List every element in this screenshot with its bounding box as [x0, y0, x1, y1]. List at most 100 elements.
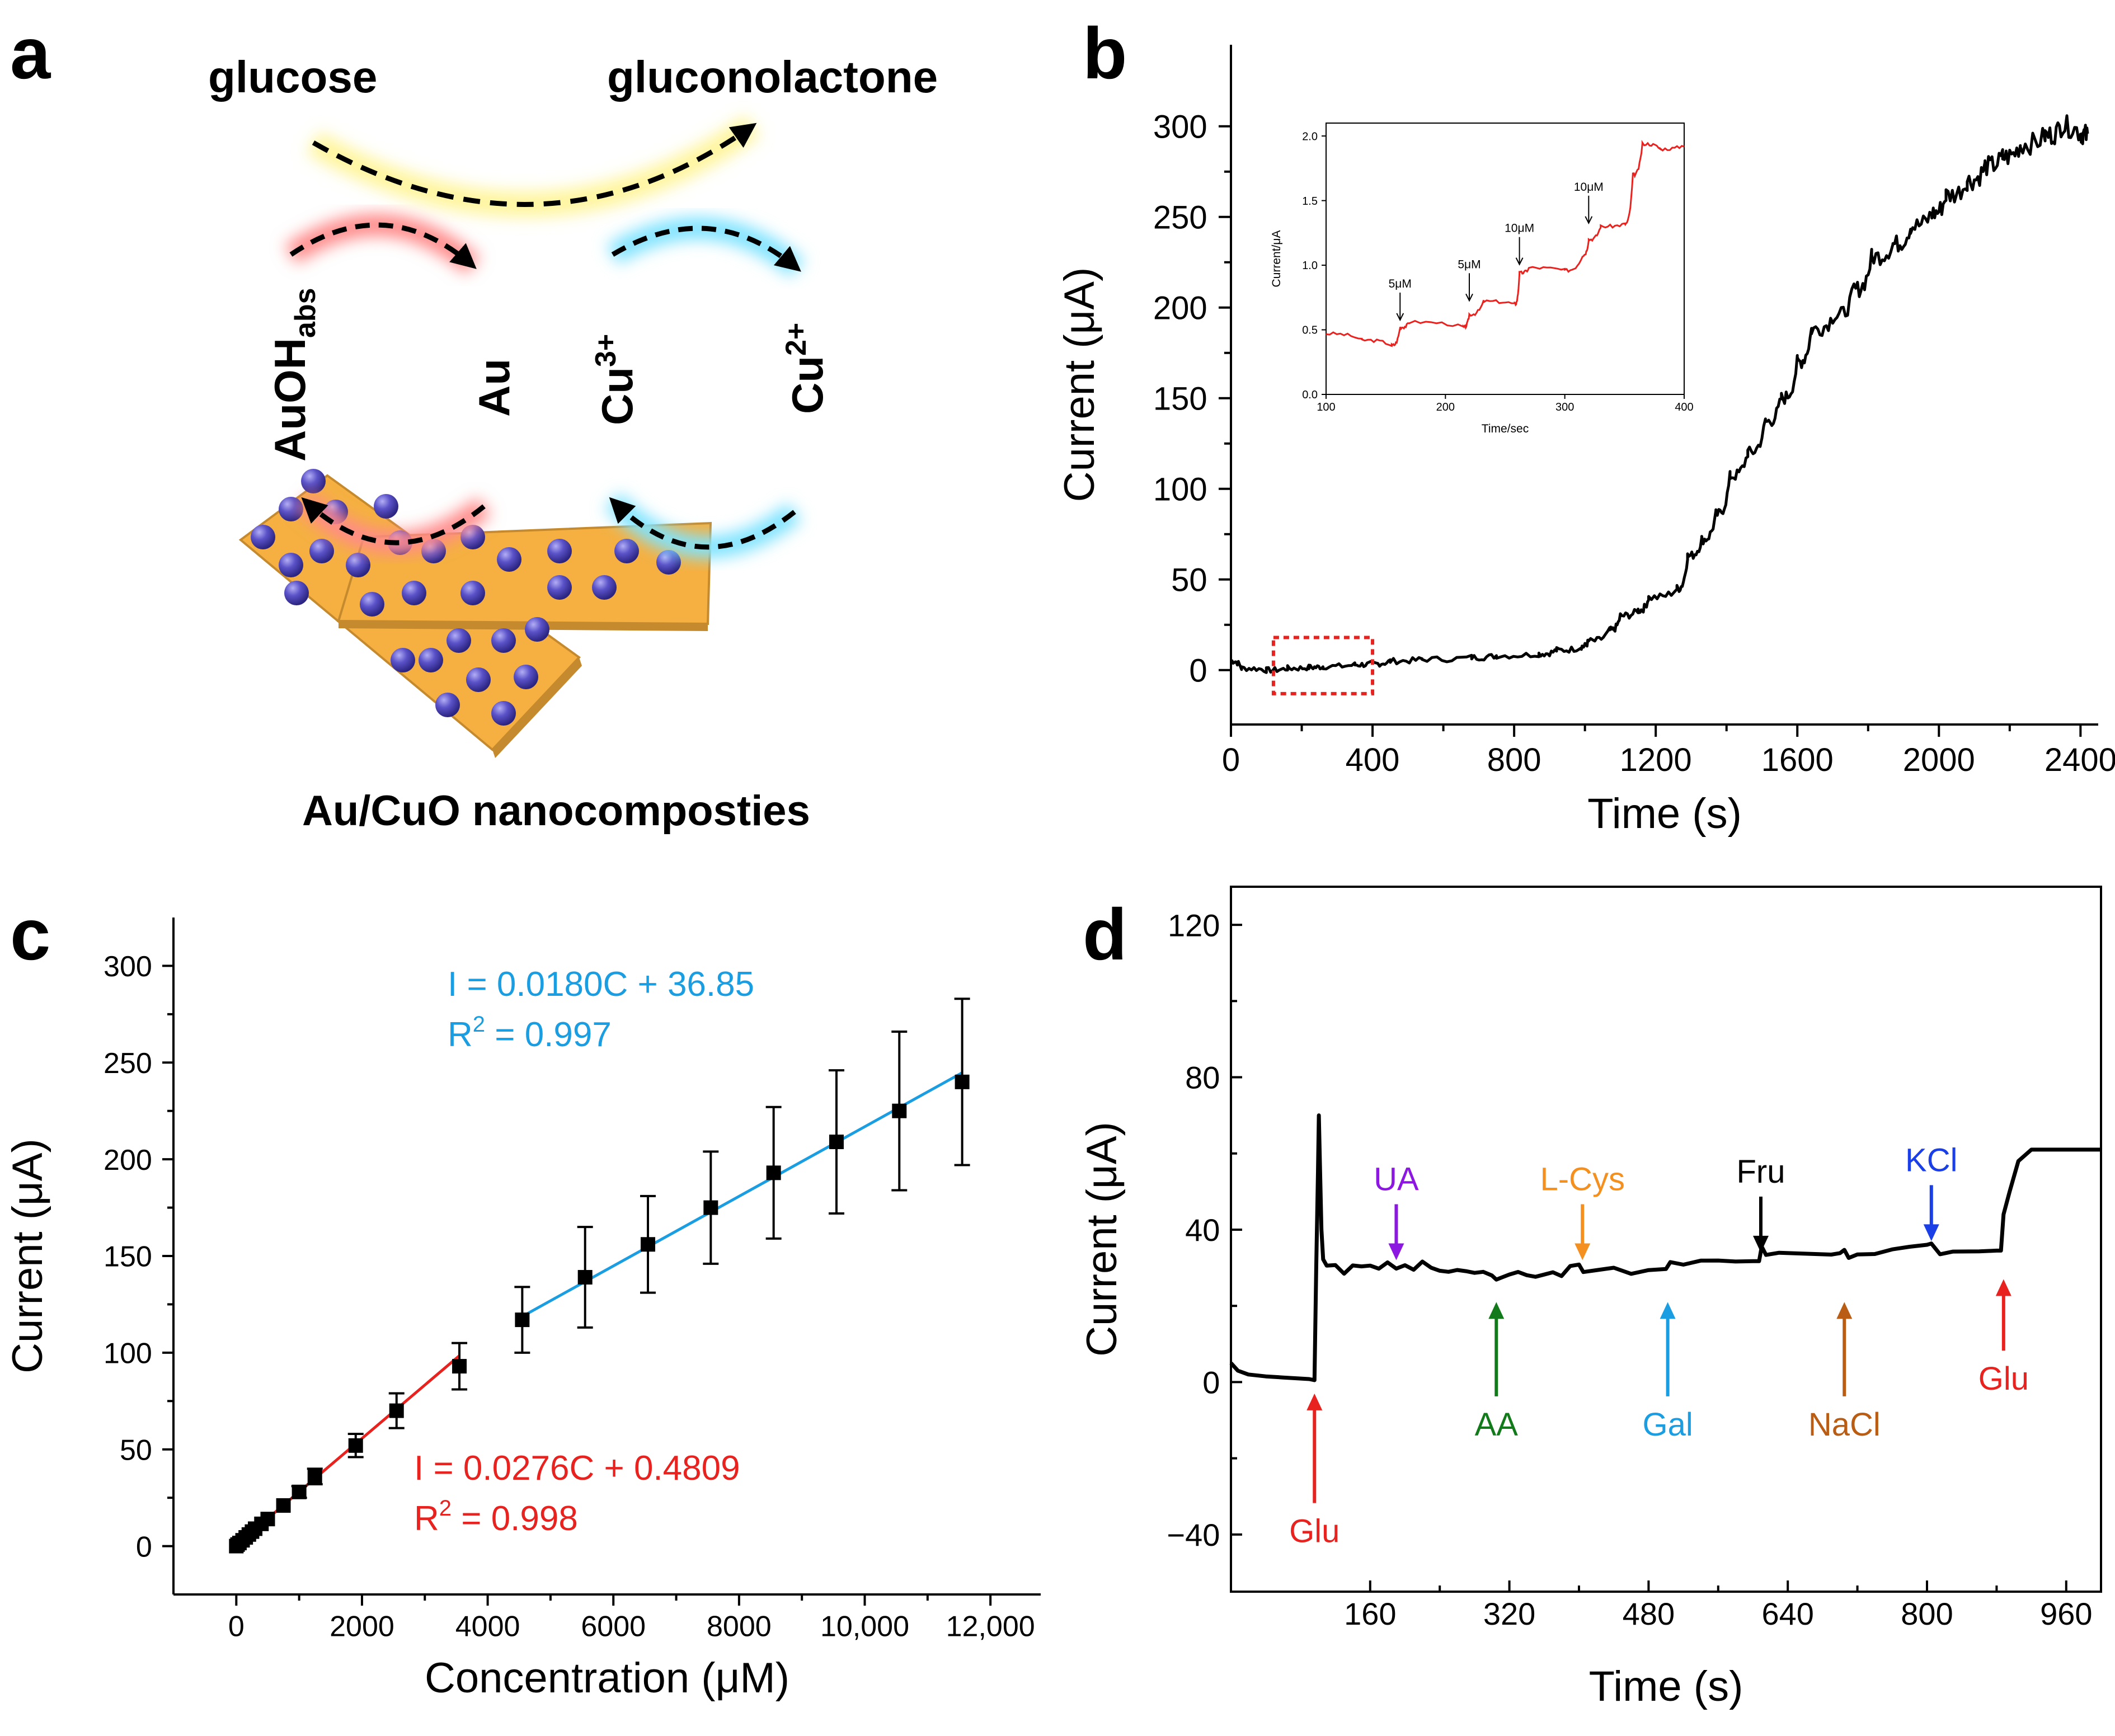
y-axis-label: Current (μA)	[4, 1138, 51, 1373]
cu-reduction-arrow	[611, 225, 801, 272]
data-point	[276, 1498, 291, 1513]
inset-annotation: 5μM	[1389, 277, 1412, 290]
au-nanoparticle	[514, 665, 538, 689]
au-oxidation-arrow	[301, 497, 486, 545]
x-tick-label: 2400	[2044, 742, 2115, 778]
data-point	[389, 1403, 404, 1418]
au-nanoparticle	[497, 547, 521, 572]
zoom-highlight-box	[1271, 636, 1375, 695]
interferent-marker: UA	[1374, 1161, 1419, 1260]
au-nanoparticle	[491, 701, 516, 726]
data-point	[307, 1469, 322, 1484]
x-tick-label: 0	[228, 1611, 245, 1643]
interferent-label: NaCl	[1808, 1406, 1881, 1443]
inset-arrowhead	[1396, 313, 1404, 322]
y-axis-label: Current (μA)	[1078, 1122, 1126, 1357]
y-axis-label: Current/μA	[1270, 230, 1283, 288]
au-nanoparticle	[491, 628, 516, 653]
au-nanoparticle	[251, 525, 275, 549]
y-tick-label: 80	[1185, 1060, 1220, 1095]
arrow-head	[1306, 1393, 1323, 1410]
x-tick-label: 4000	[455, 1611, 520, 1643]
arrow-head	[1752, 1235, 1769, 1253]
fit-equation: I = 0.0276C + 0.4809	[414, 1449, 740, 1488]
x-tick-label: 0	[1222, 742, 1240, 778]
au-nanoparticle	[435, 693, 460, 717]
cu2-label: Cu2+	[780, 323, 832, 414]
x-tick-label: 800	[1901, 1596, 1953, 1631]
au-nanoparticle	[592, 575, 617, 600]
panel-label-a: a	[10, 12, 51, 94]
interferent-label: Glu	[1978, 1361, 2029, 1397]
interferent-marker: Fru	[1736, 1154, 1785, 1253]
fit-equation: I = 0.0180C + 36.85	[448, 965, 754, 1004]
inset-annotation: 5μM	[1458, 258, 1480, 271]
panel-label-c: c	[10, 893, 50, 975]
panel-label-b: b	[1083, 12, 1127, 94]
y-tick-label: 250	[104, 1047, 152, 1080]
au-label: Au	[469, 359, 519, 417]
interferent-label: UA	[1374, 1161, 1419, 1197]
x-axis-label: Time (s)	[1587, 790, 1742, 838]
cu3-label: Cu3+	[590, 334, 642, 425]
inset-chart: 100 200 300 400 0.0 0.5 1.0 1.5 2.0 Time/sec Curre…	[1270, 123, 1694, 435]
gluconolactone-label: gluconolactone	[607, 52, 938, 102]
x-tick-label: 800	[1487, 742, 1541, 778]
arrow-head	[1388, 1243, 1404, 1260]
inset-arrowhead	[1515, 257, 1524, 266]
x-tick-label: 960	[2040, 1596, 2092, 1631]
arrow-head	[1574, 1243, 1591, 1260]
au-reduction-arrow	[289, 222, 477, 269]
fit-r-squared: R2 = 0.997	[448, 1012, 612, 1054]
panel-a-schematic: glucose gluconolactone AuOHabs Au Cu3+ C…	[208, 52, 938, 835]
x-tick-label: 2000	[1903, 742, 1975, 778]
interferent-marker: Gal	[1642, 1302, 1693, 1443]
au-nanoparticle	[656, 550, 681, 575]
y-tick-label: 40	[1185, 1212, 1220, 1248]
data-point	[766, 1165, 781, 1180]
au-nanoparticle	[279, 553, 303, 577]
panel-d-chart: 160 320 480 640 800 960 −40 0 40 80 120 Time (s) Cur…	[1078, 886, 2102, 1710]
arrow-head	[1836, 1302, 1853, 1319]
data-point	[260, 1512, 275, 1527]
data-point	[515, 1312, 530, 1328]
data-point	[829, 1135, 844, 1150]
data-point	[955, 1074, 970, 1089]
interference-curve	[1229, 1113, 2101, 1382]
interferent-marker: Glu	[1289, 1393, 1340, 1550]
y-tick-label: 0	[136, 1531, 152, 1563]
au-nanoparticle	[391, 648, 415, 672]
x-tick-label: 640	[1761, 1596, 1813, 1631]
panel-label-d: d	[1083, 893, 1127, 975]
x-axis-label: Time (s)	[1589, 1663, 1743, 1710]
au-nanoparticle	[284, 581, 309, 605]
au-nanoparticle	[525, 617, 549, 642]
interferent-marker: AA	[1475, 1302, 1519, 1443]
au-nanoparticle	[346, 553, 370, 577]
x-tick-label: 200	[1436, 401, 1455, 413]
axes-frame	[1230, 886, 2102, 1593]
y-tick-label: 200	[104, 1144, 152, 1177]
fit-r-squared: R2 = 0.998	[414, 1496, 578, 1538]
x-tick-label: 100	[1317, 401, 1335, 413]
x-tick-label: 480	[1623, 1596, 1675, 1631]
y-tick-label: 100	[1153, 472, 1207, 508]
x-tick-label: 160	[1344, 1596, 1396, 1631]
cuo-sheet-bottom-edge	[492, 657, 582, 758]
y-tick-label: 0	[1189, 653, 1207, 689]
au-nanoparticles	[251, 469, 681, 726]
data-point	[641, 1237, 656, 1252]
interferent-label: Glu	[1289, 1513, 1340, 1550]
x-tick-label: 400	[1675, 401, 1693, 413]
nanocomposite-caption: Au/CuO nanocomposties	[302, 787, 810, 835]
y-tick-label: −40	[1167, 1517, 1220, 1552]
inset-response-curve	[1326, 139, 1685, 347]
y-tick-label: 0	[1202, 1365, 1220, 1400]
interferent-marker: L-Cys	[1540, 1161, 1625, 1260]
response-curve	[1230, 114, 2089, 674]
interferent-label: AA	[1475, 1406, 1519, 1443]
data-point	[577, 1270, 593, 1285]
y-tick-label: 150	[104, 1241, 152, 1273]
au-nanoparticle	[547, 575, 572, 600]
y-tick-label: 50	[120, 1434, 152, 1466]
